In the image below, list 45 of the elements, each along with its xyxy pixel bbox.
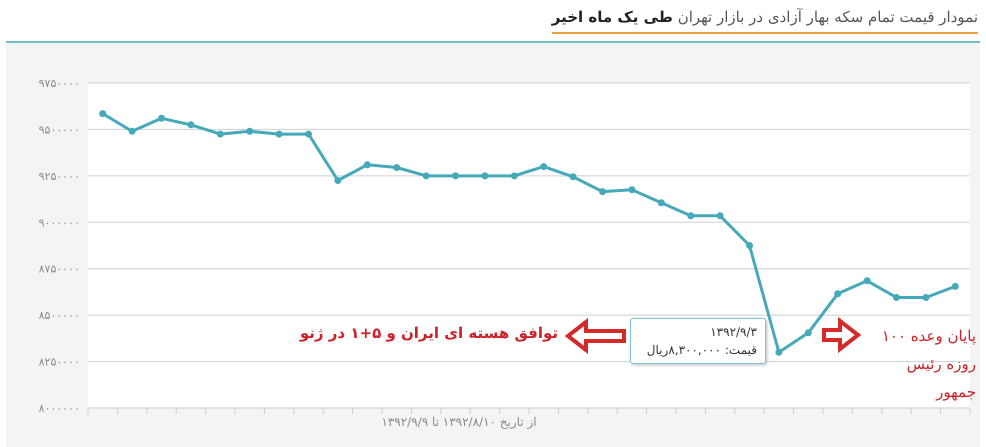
point xyxy=(628,186,636,194)
point xyxy=(452,172,459,180)
point xyxy=(158,114,165,122)
point xyxy=(422,172,430,180)
point xyxy=(746,242,753,249)
chart-subtitle: طی یک ماه اخیر xyxy=(552,8,673,26)
y-tick-label: ۸۷۵۰۰۰۰ xyxy=(38,262,80,276)
annotation: توافق هسته ای ایران و ۵+۱ در ژنو xyxy=(300,324,558,342)
point xyxy=(510,172,518,180)
chart-title: نمودار قیمت تمام سکه بهار آزادی در بازار تهران xyxy=(678,8,978,26)
point xyxy=(305,130,312,138)
point xyxy=(334,177,342,184)
point xyxy=(99,110,106,118)
point xyxy=(775,348,782,356)
point xyxy=(804,329,812,336)
y-tick-label: ۸۰۰۰۰۰۰ xyxy=(38,402,80,415)
y-tick-label: ۸۲۵۰۰۰۰ xyxy=(38,356,80,369)
y-tick-label: ۹۷۵۰۰۰۰ xyxy=(38,77,80,90)
annotation: قیمت: ۸,۳۰۰,۰۰۰ریال xyxy=(646,342,757,359)
point xyxy=(952,282,959,290)
point xyxy=(540,163,548,170)
point xyxy=(687,212,694,220)
y-tick-label: ۸۵۰۰۰۰۰ xyxy=(38,309,80,322)
point xyxy=(864,277,871,284)
y-tick-label: ۹۰۰۰۰۰۰ xyxy=(38,216,80,230)
point xyxy=(834,290,842,298)
point xyxy=(128,128,136,135)
point xyxy=(570,173,577,180)
point xyxy=(364,161,371,168)
point xyxy=(716,212,724,220)
point xyxy=(187,121,194,128)
point xyxy=(658,199,665,206)
point xyxy=(481,172,488,180)
y-tick-label: ۹۵۰۰۰۰۰ xyxy=(38,123,80,136)
annotation: ۱۳۹۲/۹/۳ xyxy=(709,324,757,341)
point xyxy=(276,130,283,138)
point xyxy=(893,294,900,301)
point xyxy=(922,294,930,301)
x-axis-title: از تاریخ ۱۳۹۲/۸/۱۰ تا ۱۳۹۲/۹/۹ xyxy=(381,415,537,429)
point xyxy=(216,130,224,138)
point xyxy=(393,164,400,171)
point xyxy=(246,128,254,135)
point xyxy=(599,188,606,196)
annotation: پایان وعده ۱۰۰ روزه رئیس جمهور xyxy=(880,326,976,403)
y-tick-label: ۹۲۵۰۰۰۰ xyxy=(38,170,80,183)
